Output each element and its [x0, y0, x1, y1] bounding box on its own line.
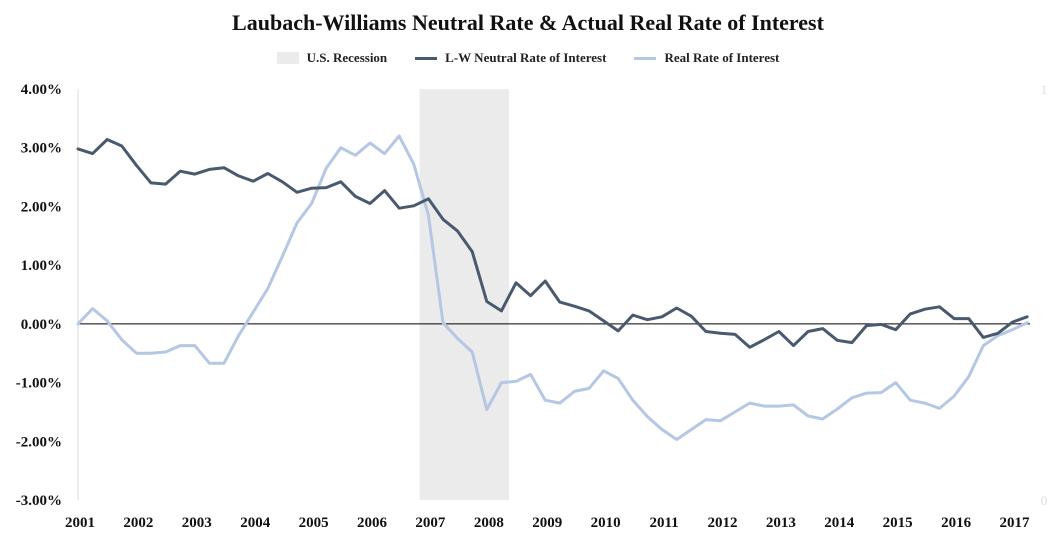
x-tick-label: 2011	[649, 515, 678, 531]
x-tick-label: 2003	[182, 515, 212, 531]
x-tick-label: 2007	[415, 515, 446, 531]
y-tick-label: 2.00%	[21, 199, 62, 215]
x-tick-label: 2004	[240, 515, 271, 531]
x-tick-label: 2001	[65, 515, 95, 531]
x-tick-label: 2014	[824, 515, 855, 531]
x-tick-label: 2016	[941, 515, 972, 531]
y-tick-label: 3.00%	[21, 141, 62, 157]
y-tick-label: -2.00%	[16, 434, 62, 450]
legend-item-recession: U.S. Recession	[276, 50, 388, 66]
x-tick-label: 2006	[357, 515, 388, 531]
x-tick-label: 2008	[474, 515, 504, 531]
x-tick-label: 2009	[532, 515, 562, 531]
legend-swatch-neutral-rate	[415, 56, 438, 60]
legend-item-neutral-rate: L-W Neutral Rate of Interest	[415, 50, 606, 66]
legend-label-recession: U.S. Recession	[306, 50, 388, 65]
recession-band	[419, 89, 510, 500]
x-tick-label: 2013	[766, 515, 796, 531]
legend-label-neutral-rate: L-W Neutral Rate of Interest	[445, 50, 607, 65]
legend-swatch-real-rate	[634, 56, 657, 60]
legend-swatch-recession	[276, 52, 299, 64]
legend-item-real-rate: Real Rate of Interest	[634, 50, 779, 66]
x-tick-label: 2012	[707, 515, 737, 531]
y-tick-label: -3.00%	[16, 493, 62, 509]
y-tick-label: 0.00%	[21, 317, 62, 333]
y-tick-label: -1.00%	[16, 376, 62, 392]
x-tick-label: 2017	[999, 515, 1030, 531]
x-tick-label: 2002	[123, 515, 153, 531]
chart-title: Laubach-Williams Neutral Rate & Actual R…	[232, 10, 824, 35]
x-tick-label: 2005	[299, 515, 329, 531]
x-tick-label: 2015	[883, 515, 913, 531]
y-tick-label: 1.00%	[21, 258, 62, 274]
y-tick-label: 4.00%	[21, 82, 62, 98]
series-line-real-rate	[76, 134, 1029, 441]
legend-label-real-rate: Real Rate of Interest	[664, 50, 780, 65]
series-line-neutral-rate	[76, 138, 1029, 349]
secondary-y-tick-label: 0	[1041, 493, 1048, 508]
secondary-y-tick-label: 1	[1041, 82, 1048, 97]
x-tick-label: 2010	[591, 515, 621, 531]
legend: U.S. Recession L-W Neutral Rate of Inter…	[0, 50, 1056, 66]
